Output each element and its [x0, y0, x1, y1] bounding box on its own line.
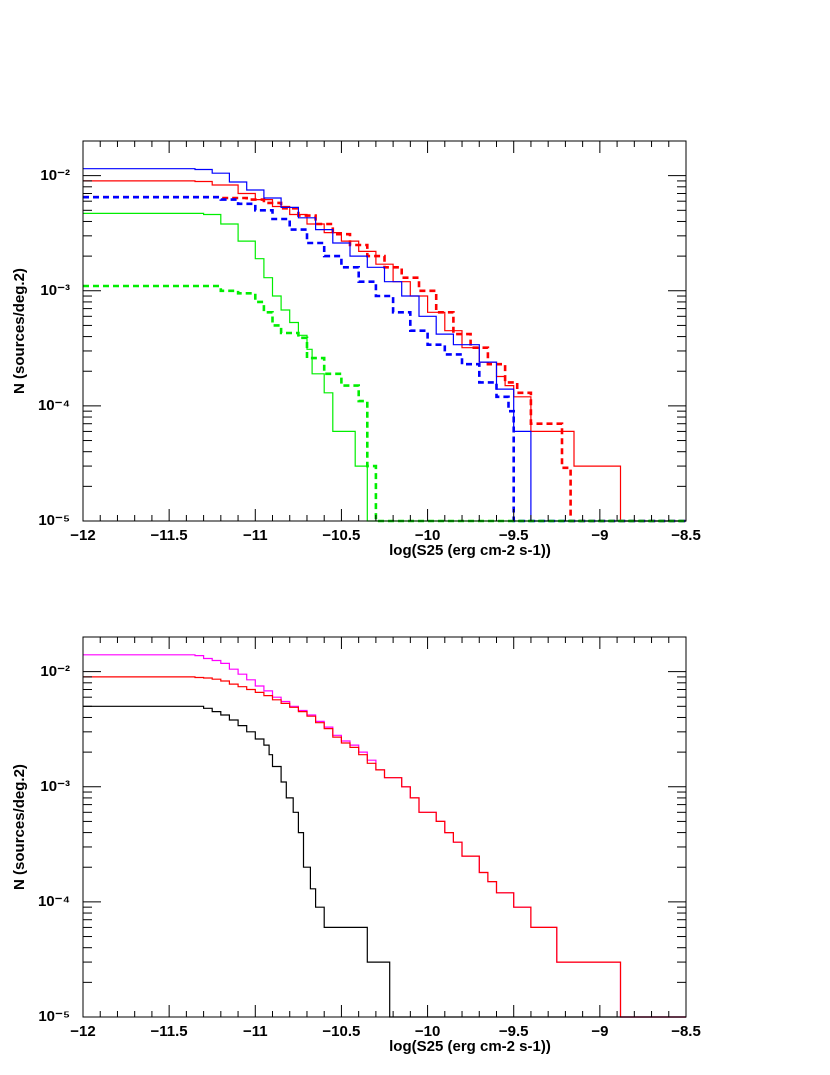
bottom-x-tick-labels: −12 −11.5 −11 −10.5 −10 −9.5 −9 −8.5 [70, 1023, 701, 1040]
bottom-plot-frame [82, 636, 687, 1018]
bottom-x-axis-title: log(S25 (erg cm-2 s-1)) [389, 1038, 551, 1055]
x-tick-label: −10.5 [322, 527, 360, 544]
top-panel: −12 −11.5 −11 −10.5 −10 −9.5 −9 −8.5 10⁻… [11, 140, 701, 559]
x-tick-label: −9.5 [499, 1023, 529, 1040]
x-tick-label: −9 [591, 527, 608, 544]
top-y-tick-labels: 10⁻⁵ 10⁻⁴ 10⁻³ 10⁻² [38, 167, 70, 529]
x-tick-label: −11 [243, 1023, 268, 1040]
bottom-ticks [82, 636, 687, 1018]
y-tick-label: 10⁻⁴ [38, 397, 70, 414]
x-tick-label: −11.5 [151, 1023, 188, 1040]
y-tick-label: 10⁻⁵ [38, 1008, 70, 1025]
top-ticks [82, 140, 687, 522]
x-tick-label: −9.5 [499, 527, 529, 544]
y-tick-label: 10⁻⁵ [38, 512, 70, 529]
series-line [83, 212, 686, 522]
top-plot-frame [82, 140, 687, 522]
x-tick-label: −8.5 [671, 527, 701, 544]
top-curves [83, 168, 686, 523]
x-tick-label: −9 [591, 1023, 608, 1040]
y-tick-label: 10⁻³ [40, 778, 70, 795]
series-line [83, 705, 686, 1018]
x-tick-label: −10 [415, 527, 440, 544]
series-line [83, 195, 686, 523]
x-tick-label: −12 [70, 1023, 95, 1040]
x-tick-label: −11.5 [151, 527, 188, 544]
bottom-y-tick-labels: 10⁻⁵ 10⁻⁴ 10⁻³ 10⁻² [38, 663, 70, 1025]
y-tick-label: 10⁻³ [40, 282, 70, 299]
series-line [83, 180, 686, 522]
bottom-y-axis-title: N (sources/deg.2) [11, 764, 28, 890]
x-tick-label: −8.5 [671, 1023, 701, 1040]
bottom-curves [83, 654, 686, 1018]
x-tick-label: −11 [243, 527, 268, 544]
x-tick-label: −10.5 [322, 1023, 360, 1040]
series-line [83, 168, 686, 522]
x-tick-label: −12 [70, 527, 95, 544]
y-tick-label: 10⁻² [40, 663, 70, 680]
top-x-axis-title: log(S25 (erg cm-2 s-1)) [389, 542, 551, 559]
series-line [83, 195, 686, 523]
x-tick-label: −10 [415, 1023, 440, 1040]
top-y-axis-title: N (sources/deg.2) [11, 268, 28, 394]
y-tick-label: 10⁻² [40, 167, 70, 184]
top-x-tick-labels: −12 −11.5 −11 −10.5 −10 −9.5 −9 −8.5 [70, 527, 701, 544]
series-line [83, 676, 686, 1018]
bottom-panel: −12 −11.5 −11 −10.5 −10 −9.5 −9 −8.5 10⁻… [11, 636, 701, 1055]
series-line [83, 284, 686, 523]
y-tick-label: 10⁻⁴ [38, 893, 70, 910]
